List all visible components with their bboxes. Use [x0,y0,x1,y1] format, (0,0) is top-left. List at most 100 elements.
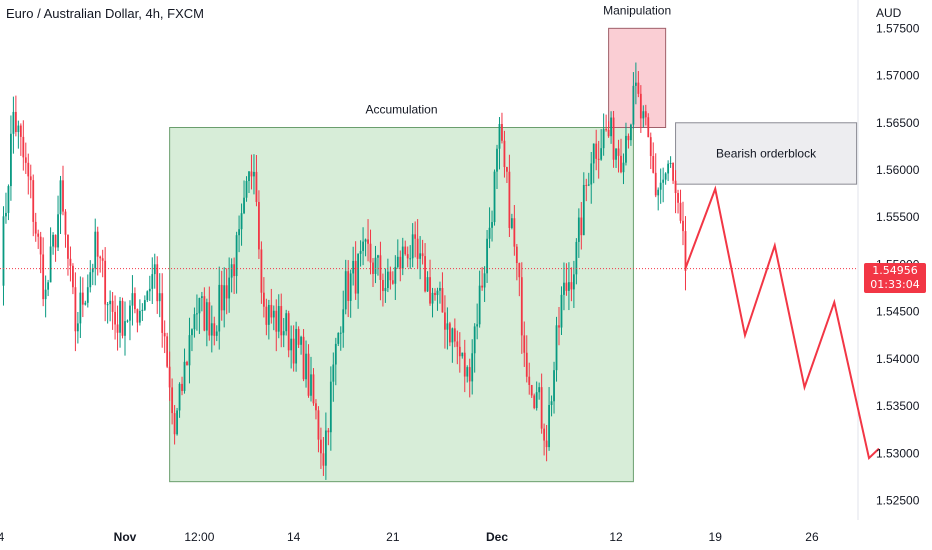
projection-path[interactable] [684,185,880,460]
candle-body [223,285,226,311]
x-tick-label: 12:00 [184,530,214,544]
candle-body [642,111,645,119]
candle-body [431,292,434,304]
y-tick-label: 1.53000 [876,446,920,460]
candle-body [280,306,283,336]
candle-body [215,331,218,336]
candle-body [79,292,82,324]
candle-body [379,255,382,280]
candle-body [69,258,72,266]
candle-body [664,173,667,180]
candle-body [151,274,154,289]
candle-body [592,143,595,164]
candle-body [523,335,526,353]
candle-body [518,263,521,278]
candle-body [171,387,174,414]
candle-body [163,332,166,337]
candle-body [12,111,15,134]
candle-body [563,282,565,295]
y-tick-label: 1.56500 [876,116,920,130]
y-axis: 1.575001.570001.565001.560001.555001.550… [876,21,920,507]
candle-body [354,260,357,294]
candle-body [416,238,419,259]
candle-body [39,236,42,255]
candle-body [498,124,501,149]
candle-body [585,184,588,186]
candle-body [141,309,144,311]
candle-body [334,343,337,365]
candle-body [131,293,134,306]
candle-body [99,256,102,259]
candle-body [183,361,186,392]
candle-body [478,285,481,325]
projection-layer [684,185,880,460]
candle-body [548,404,550,448]
candle-body [317,410,320,440]
candle-body [191,329,193,336]
candle-body [315,403,317,411]
candle-body [111,300,114,312]
candle-body [659,182,662,190]
candle-body [372,262,374,274]
candle-body [24,157,27,163]
candle-body [277,306,280,332]
candle-body [329,381,332,433]
candle-body [391,280,394,284]
candle-body [568,282,570,291]
candle-body [312,374,315,404]
candle-body [634,82,637,86]
candle-body [161,293,164,333]
candle-body [106,304,109,306]
candle-body [406,254,409,259]
candle-body [510,218,513,228]
candle-body [444,312,446,330]
candle-body [156,264,159,302]
candle-body [233,264,236,277]
y-tick-label: 1.56000 [876,163,920,177]
candle-body [682,220,684,232]
candle-body [384,287,387,292]
candle-body [458,346,461,357]
candle-body [674,180,677,194]
candle-body [622,162,625,173]
candle-body [672,162,674,181]
candle-body [290,338,293,351]
candle-body [630,124,632,141]
x-tick-label: 4 [0,530,5,544]
candle-body [282,331,285,336]
candle-body [218,284,221,332]
candle-body [597,158,600,160]
candle-body [493,171,496,223]
candle-body [64,211,67,235]
candle-body [181,383,183,392]
candle-body [228,277,231,299]
candle-body [270,304,273,318]
candle-body [644,111,647,118]
candle-body [94,231,97,269]
candle-body [481,285,484,288]
candle-body [607,129,610,137]
candle-body [285,313,288,332]
candle-body [382,279,384,292]
zone-bearish-orderblock[interactable] [675,122,858,185]
candle-body [129,305,131,321]
zone-manipulation[interactable] [608,27,667,128]
candle-body [193,314,196,330]
candle-body [114,311,116,325]
candle-body [104,260,107,305]
candle-body [173,413,176,435]
candle-body [235,235,238,277]
candle-body [369,243,372,263]
candle-body [513,218,516,247]
candle-body [196,313,198,315]
x-tick-label: 26 [805,530,819,544]
candles-layer [2,62,687,480]
candle-body [575,241,578,275]
current-price-value: 1.54956 [872,264,918,277]
candle-body [421,253,424,257]
candle-body [32,180,35,222]
candle-body [476,324,479,327]
candle-body [136,309,139,323]
